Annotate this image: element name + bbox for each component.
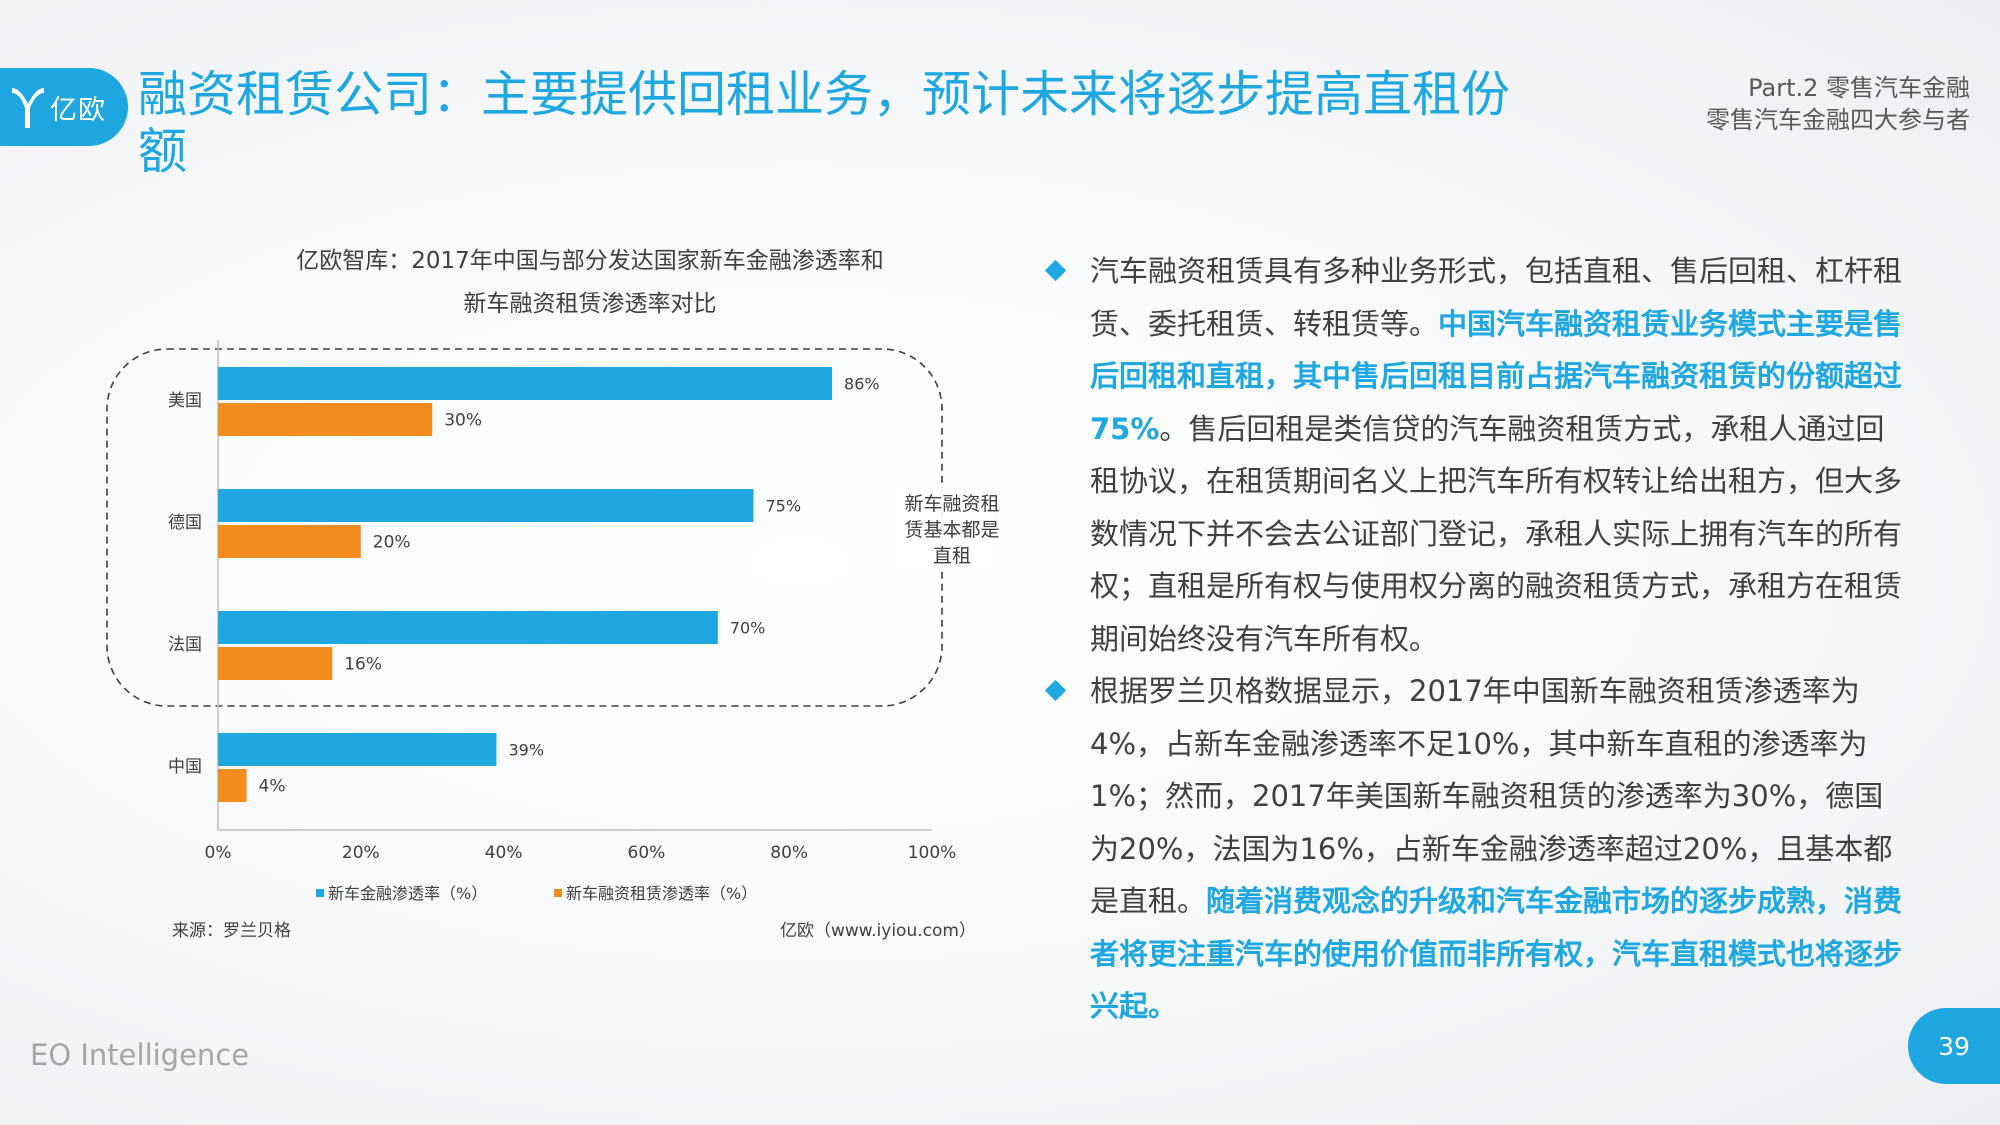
diamond-bullet-icon — [1044, 679, 1067, 702]
annotation-text: 直租 — [933, 545, 971, 567]
bar-finance — [218, 733, 497, 766]
logo-text: 亿欧 — [50, 94, 106, 126]
bullet1-text3: 。售后回租是类信贷的汽车融资租赁方式，承租人通过回租协议，在租赁期间名义上把汽车… — [1090, 411, 1903, 656]
data-label: 16% — [344, 655, 382, 675]
bullet1-highlight: 中国汽车融资租赁业务模式主要是售后回租和直租，其中售后回租目前占据汽车融资租赁的… — [1090, 306, 1903, 446]
data-label: 20% — [373, 533, 411, 553]
category-label: 法国 — [168, 635, 202, 655]
footer-brand: EO Intelligence — [30, 1038, 250, 1072]
legend-label: 新车金融渗透率（%） — [328, 884, 487, 903]
category-label: 中国 — [168, 757, 202, 777]
bar-chart: 美国 86% 30% 德国 75% 20% 法国 70% 16% 中国 39% 4% 0% 20% 40% 6… — [106, 340, 1000, 903]
annotation-background — [890, 488, 994, 570]
bullet1-text1: 汽车融资租赁具有多种业务形式，包括直租、售后回租、杠杆租赁、委托租赁、转租赁等。 — [1090, 254, 1903, 341]
x-tick-label: 80% — [770, 843, 808, 863]
bullet2-highlight: 随着消费观念的升级和汽车金融市场的逐步成熟，消费者将更注重汽车的使用价值而非所有… — [1090, 884, 1903, 1023]
bar-leasing — [218, 647, 333, 680]
section-subtitle: 零售汽车金融四大参与者 — [1706, 106, 1970, 134]
data-label: 30% — [444, 411, 482, 431]
bullet-paragraph-1: 汽车融资租赁具有多种业务形式，包括直租、售后回租、杠杆租赁、委托租赁、转租赁等。… — [1044, 245, 1908, 665]
data-label: 39% — [508, 741, 544, 760]
legend-swatch-leasing — [554, 889, 562, 897]
legend-swatch-finance — [316, 889, 324, 897]
chart-credit: 亿欧（www.iyiou.com） — [780, 921, 976, 941]
bar-finance — [218, 611, 718, 644]
category-label: 美国 — [168, 391, 202, 411]
section-part: Part.2 零售汽车金融 — [1748, 74, 1970, 102]
bullet-paragraph-2: 根据罗兰贝格数据显示，2017年中国新车融资租赁渗透率为4%，占新车金融渗透率不… — [1044, 665, 1908, 1033]
yiou-logo-icon — [12, 88, 44, 128]
x-tick-label: 100% — [908, 843, 957, 863]
diamond-bullet-icon — [1044, 259, 1067, 282]
page-number: 39 — [1908, 1008, 2000, 1084]
x-tick-label: 20% — [342, 843, 380, 863]
chart-title-line1: 亿欧智库：2017年中国与部分发达国家新车金融渗透率和 — [296, 248, 884, 274]
data-label: 75% — [766, 497, 802, 516]
annotation-text: 赁基本都是 — [904, 519, 999, 541]
chart-source: 来源：罗兰贝格 — [172, 921, 291, 941]
x-tick-label: 60% — [628, 843, 666, 863]
page-title: 融资租赁公司：主要提供回租业务，预计未来将逐步提高直租份额 — [138, 66, 1511, 180]
x-tick-label: 40% — [485, 843, 523, 863]
legend-label: 新车融资租赁渗透率（%） — [566, 884, 757, 903]
data-label: 4% — [259, 777, 286, 797]
data-label: 70% — [730, 619, 766, 638]
bar-finance — [218, 489, 754, 522]
text-bullets: 汽车融资租赁具有多种业务形式，包括直租、售后回租、杠杆租赁、委托租赁、转租赁等。… — [1044, 245, 1908, 1033]
bar-leasing — [218, 403, 433, 436]
x-tick-label: 0% — [205, 843, 232, 863]
section-label: Part.2 零售汽车金融 零售汽车金融四大参与者 — [1706, 72, 1970, 136]
chart-title: 亿欧智库：2017年中国与部分发达国家新车金融渗透率和 新车融资租赁渗透率对比 — [210, 240, 970, 326]
category-label: 德国 — [168, 513, 202, 533]
chart-title-line2: 新车融资租赁渗透率对比 — [463, 291, 717, 317]
bar-leasing — [218, 769, 247, 802]
data-label: 86% — [844, 375, 880, 394]
bar-leasing — [218, 525, 361, 558]
bar-finance — [218, 367, 833, 400]
bullet2-text1: 根据罗兰贝格数据显示，2017年中国新车融资租赁渗透率为4%，占新车金融渗透率不… — [1090, 674, 1893, 918]
annotation-text: 新车融资租 — [904, 493, 999, 515]
logo-tab: 亿欧 — [0, 68, 128, 146]
